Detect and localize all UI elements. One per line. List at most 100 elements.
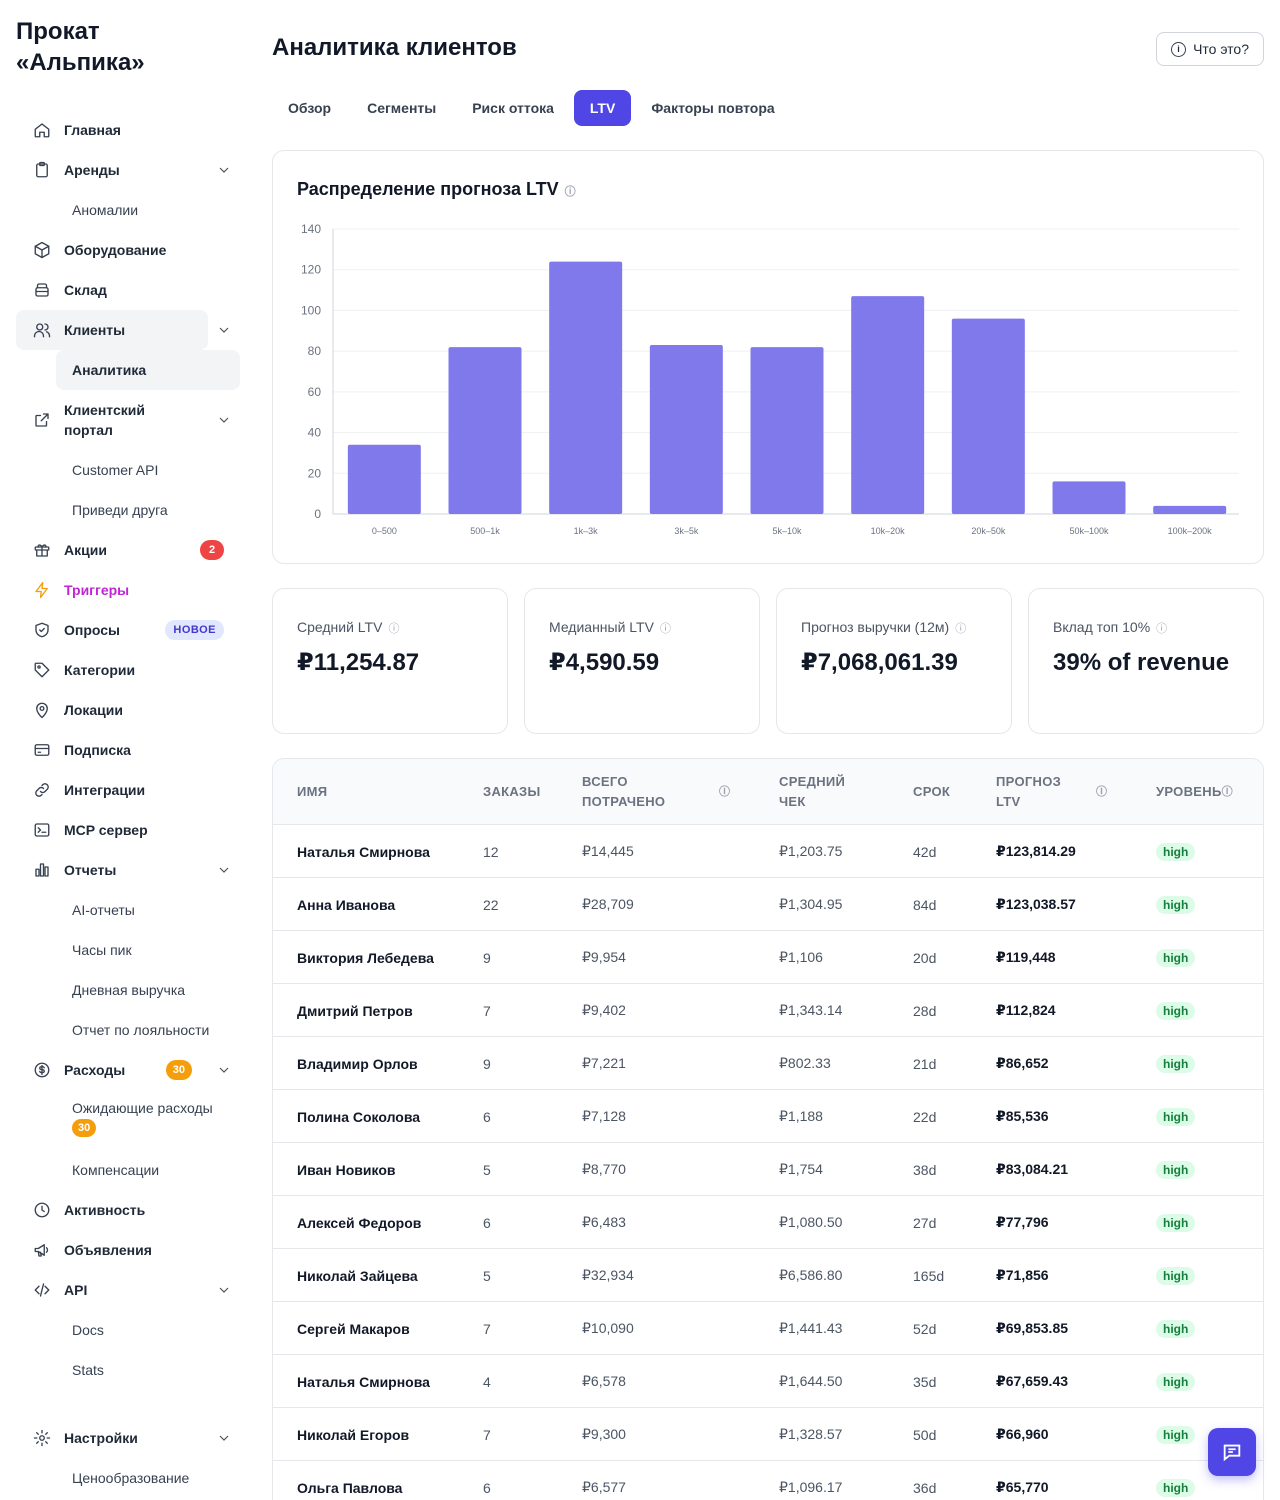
sidebar-item-label: Приведи друга: [72, 502, 168, 518]
table-row[interactable]: Виктория Лебедева 9 ₽9,954 ₽1,106 20d ₽119,44…: [273, 931, 1263, 984]
sidebar-item-stats[interactable]: Stats: [16, 1350, 240, 1390]
column-header-avg-check[interactable]: СРЕДНИЙ ЧЕК: [779, 774, 846, 809]
column-header-orders[interactable]: ЗАКАЗЫ: [483, 784, 541, 799]
chevron-down-icon[interactable]: [216, 1062, 232, 1078]
info-icon[interactable]: ⓘ: [564, 186, 576, 198]
chevron-down-icon[interactable]: [216, 412, 232, 428]
table-row[interactable]: Полина Соколова 6 ₽7,128 ₽1,188 22d ₽85,536 hi…: [273, 1090, 1263, 1143]
table-row[interactable]: Николай Зайцева 5 ₽32,934 ₽6,586.80 165d ₽71,…: [273, 1249, 1263, 1302]
sidebar-item-referral[interactable]: Приведи друга: [16, 490, 240, 530]
info-icon[interactable]: ⓘ: [1096, 786, 1108, 798]
sidebar-item-equipment[interactable]: Оборудование: [16, 230, 240, 270]
kpi-label-text: Медианный LTV: [549, 619, 654, 635]
sidebar-item-ai-reports[interactable]: AI-отчеты: [16, 890, 240, 930]
column-header-tenure[interactable]: СРОК: [913, 784, 951, 799]
chart-bar[interactable]: [347, 444, 421, 514]
brand-title[interactable]: Прокат «Альпика»: [16, 16, 240, 78]
sidebar-item-client-portal[interactable]: Клиентский портал: [16, 390, 240, 450]
sidebar-item-clients[interactable]: Клиенты: [16, 310, 229, 350]
kpi-label-text: Прогноз выручки (12м): [801, 619, 950, 635]
info-icon[interactable]: ⓘ: [955, 623, 967, 635]
table-row[interactable]: Дмитрий Петров 7 ₽9,402 ₽1,343.14 28d ₽112,82…: [273, 984, 1263, 1037]
sidebar-item-docs[interactable]: Docs: [16, 1310, 240, 1350]
chart-bar[interactable]: [1052, 481, 1126, 514]
sidebar-item-settings[interactable]: Настройки: [16, 1418, 240, 1458]
sidebar-item-subscription[interactable]: Подписка: [16, 730, 240, 770]
tab-segments[interactable]: Сегменты: [367, 100, 437, 116]
sidebar-item-warehouse[interactable]: Склад: [16, 270, 240, 310]
level-cell: high: [1156, 1461, 1196, 1500]
info-icon[interactable]: ⓘ: [1156, 623, 1168, 635]
sidebar-item-rentals[interactable]: Аренды: [16, 150, 240, 190]
chart-bar[interactable]: [851, 296, 925, 514]
info-icon[interactable]: ⓘ: [388, 623, 400, 635]
sidebar-item-categories[interactable]: Категории: [16, 650, 240, 690]
sidebar-item-expenses[interactable]: Расходы 30: [16, 1050, 240, 1090]
table-row[interactable]: Сергей Макаров 7 ₽10,090 ₽1,441.43 52d ₽69,85…: [273, 1302, 1263, 1355]
chevron-down-icon[interactable]: [216, 862, 232, 878]
info-icon[interactable]: ⓘ: [659, 623, 671, 635]
chart-bar[interactable]: [1153, 505, 1227, 514]
chevron-down-icon[interactable]: [216, 162, 232, 178]
sidebar-item-pricing[interactable]: Ценообразование: [16, 1458, 240, 1498]
column-header-ltv-forecast[interactable]: ПРОГНОЗ LTV: [996, 774, 1062, 809]
tenure-cell: 20d: [913, 949, 937, 966]
sidebar-item-locations[interactable]: Локации: [16, 690, 240, 730]
tab-repeat-factors[interactable]: Факторы повтора: [651, 100, 775, 116]
sidebar-item-analytics[interactable]: Аналитика: [56, 350, 240, 390]
tab-ltv[interactable]: LTV: [573, 90, 632, 126]
info-icon[interactable]: ⓘ: [1221, 786, 1233, 798]
table-row[interactable]: Ольга Павлова 6 ₽6,577 ₽1,096.17 36d ₽65,770 h…: [273, 1461, 1263, 1500]
table-row[interactable]: Наталья Смирнова 4 ₽6,578 ₽1,644.50 35d ₽67,6…: [273, 1355, 1263, 1408]
orders-count-cell: 6: [483, 1108, 491, 1125]
level-cell: high: [1156, 1090, 1196, 1143]
tab-churn-risk[interactable]: Риск оттока: [472, 100, 554, 116]
table-row[interactable]: Иван Новиков 5 ₽8,770 ₽1,754 38d ₽83,084.21 hi…: [273, 1143, 1263, 1196]
customer-name-cell: Наталья Смирнова: [297, 843, 430, 860]
y-tick-label: 80: [308, 344, 322, 358]
sidebar-item-activity[interactable]: Активность: [16, 1190, 240, 1230]
chat-button[interactable]: [1208, 1428, 1256, 1476]
column-header-name[interactable]: ИМЯ: [297, 784, 328, 799]
sidebar-item-mcp-server[interactable]: MCP сервер: [16, 810, 240, 850]
column-header-level[interactable]: УРОВЕНЬ ⓘ: [1156, 759, 1233, 825]
sidebar-item-peak-hours[interactable]: Часы пик: [16, 930, 240, 970]
brand-line-2: «Альпика»: [16, 49, 145, 76]
chart-bar[interactable]: [549, 261, 623, 514]
chevron-down-icon[interactable]: [216, 1282, 232, 1298]
help-button[interactable]: i Что это?: [1156, 32, 1264, 66]
sidebar-item-surveys[interactable]: Опросы НОВОЕ: [16, 610, 240, 650]
table-row[interactable]: Анна Иванова 22 ₽28,709 ₽1,304.95 84d ₽123,03…: [273, 878, 1263, 931]
sidebar-item-daily-revenue[interactable]: Дневная выручка: [16, 970, 240, 1010]
table-row[interactable]: Владимир Орлов 9 ₽7,221 ₽802.33 21d ₽86,652 hi…: [273, 1037, 1263, 1090]
sidebar-item-loyalty-report[interactable]: Отчет по лояльности: [16, 1010, 240, 1050]
chevron-down-icon[interactable]: [216, 1430, 232, 1446]
sidebar-item-promotions[interactable]: Акции 2: [16, 530, 240, 570]
sidebar-item-anomalies[interactable]: Аномалии: [16, 190, 240, 230]
sidebar-item-triggers[interactable]: Триггеры: [16, 570, 240, 610]
table-row[interactable]: Николай Егоров 7 ₽9,300 ₽1,328.57 50d ₽66,960…: [273, 1408, 1263, 1461]
chart-bar[interactable]: [951, 318, 1025, 514]
total-spent-cell: ₽9,300: [582, 1426, 626, 1442]
sidebar-item-api[interactable]: API: [16, 1270, 240, 1310]
orders-count-cell: 9: [483, 1055, 491, 1072]
sidebar-item-pending-expenses[interactable]: Ожидающие расходы 30: [16, 1090, 240, 1150]
column-header-total-spent[interactable]: ВСЕГО ПОТРАЧЕНО: [582, 774, 666, 809]
table-row[interactable]: Наталья Смирнова 12 ₽14,445 ₽1,203.75 42d ₽12…: [273, 825, 1263, 878]
sidebar-item-reports[interactable]: Отчеты: [16, 850, 240, 890]
chart-bar[interactable]: [649, 345, 723, 514]
sidebar-item-integrations[interactable]: Интеграции: [16, 770, 240, 810]
sidebar-item-customer-api[interactable]: Customer API: [16, 450, 240, 490]
chart-bar[interactable]: [750, 347, 824, 514]
avg-check-cell: ₽6,586.80: [779, 1267, 843, 1283]
sidebar-item-announcements[interactable]: Объявления: [16, 1230, 240, 1270]
info-icon[interactable]: ⓘ: [719, 786, 731, 798]
chevron-down-icon[interactable]: [216, 322, 232, 338]
sidebar-item-home[interactable]: Главная: [16, 110, 240, 150]
sidebar-item-compensations[interactable]: Компенсации: [16, 1150, 240, 1190]
total-spent-cell: ₽7,221: [582, 1055, 626, 1071]
sidebar-item-label: Триггеры: [64, 582, 130, 598]
chart-bar[interactable]: [448, 347, 522, 514]
table-row[interactable]: Алексей Федоров 6 ₽6,483 ₽1,080.50 27d ₽77,79…: [273, 1196, 1263, 1249]
tab-overview[interactable]: Обзор: [288, 100, 332, 116]
